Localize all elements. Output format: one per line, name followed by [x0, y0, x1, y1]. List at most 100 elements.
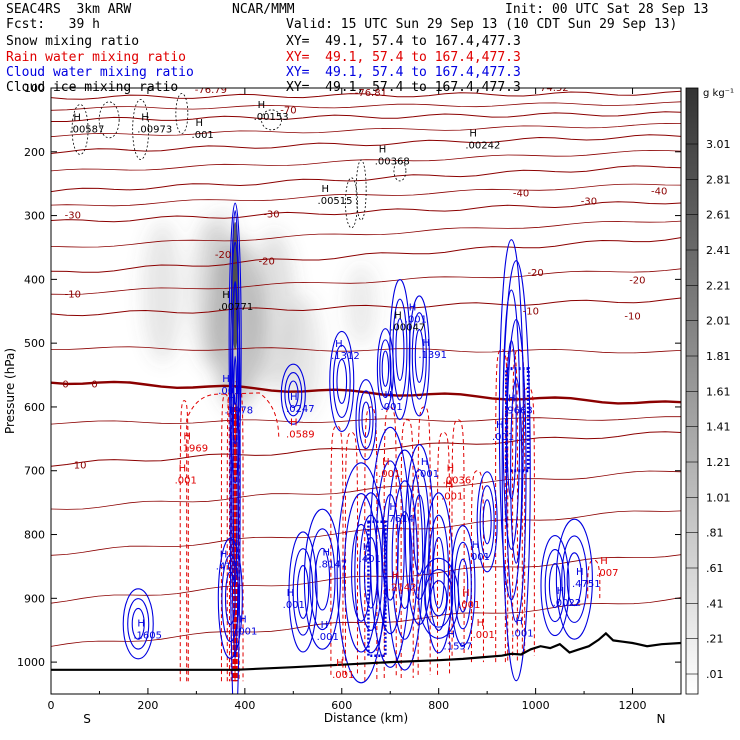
cloud-water-contour	[476, 471, 498, 573]
colorbar-label: .41	[706, 597, 724, 610]
maximum-label: .00771	[218, 302, 253, 313]
rain-contour	[179, 400, 189, 682]
cloud-water-contour	[418, 557, 460, 639]
maximum-label: .1605	[133, 631, 162, 642]
x-axis-label: Distance (km)	[324, 711, 408, 725]
cloud-water-contour	[453, 541, 472, 630]
maximum-label: .1312	[331, 351, 360, 362]
isotherm-line	[51, 380, 681, 405]
maximum-label: .001	[511, 629, 533, 640]
rain-contour	[220, 393, 231, 682]
maximum-marker: H	[287, 588, 295, 599]
colorbar-label: 2.41	[706, 244, 731, 257]
maximum-marker: H	[323, 548, 331, 559]
maximum-label: .8147	[319, 560, 348, 571]
cloud-water-contour	[358, 390, 374, 450]
rain-contour	[512, 349, 526, 656]
y-tick-label: 300	[24, 210, 45, 223]
colorbar-label: 1.61	[706, 385, 731, 398]
y-tick-label: 1000	[17, 656, 45, 669]
rain-contour	[587, 559, 601, 599]
plot-area: -76.79 -76.81 -74.52 -70 -40 -40 -30 -30 -30 -20 -…	[51, 88, 681, 694]
maximum-marker: H	[321, 620, 329, 631]
rain-contour	[364, 406, 378, 682]
cloud-water-contour	[540, 535, 570, 637]
maximum-label: .001	[235, 627, 257, 638]
colorbar: 3.01 2.81 2.61 2.41 2.21 2.01 1.81 1.61 1.41 1.21…	[685, 87, 734, 695]
x-tick-label: 1200	[619, 699, 647, 712]
maximum-marker: H	[389, 502, 397, 513]
maximum-label: .00153	[254, 112, 289, 123]
cloud-water-contour	[391, 480, 418, 640]
cloud-water-contour	[414, 328, 424, 383]
maximum-label: .0036	[443, 475, 472, 486]
maximum-label: .00368	[375, 157, 410, 168]
forecast-hour: Fcst: 39 h	[6, 17, 100, 32]
maximum-label: .7614	[385, 514, 414, 525]
cloud-water-contour	[231, 282, 240, 659]
isotherm-labels: -76.79 -76.81 -74.52 -70 -40 -40 -30 -30 -30 -20 -…	[62, 88, 667, 472]
south-label: S	[83, 712, 91, 726]
isotherm-label: -20	[215, 250, 231, 261]
rain-contour	[436, 431, 451, 675]
maximum-label: .001	[332, 670, 354, 681]
cloud-water-contour	[397, 511, 413, 609]
maximum-label: .001	[492, 432, 514, 443]
cloud-water-core	[367, 520, 387, 657]
cloud-water-contour	[386, 449, 424, 671]
maximum-marker: H	[290, 392, 298, 403]
x-tick-label: 1000	[522, 699, 550, 712]
isotherm-label: -40	[651, 186, 667, 197]
maximum-label: .1978	[224, 405, 253, 416]
cloud-water-contour	[501, 260, 531, 682]
colorbar-label: .81	[706, 527, 724, 540]
maximum-marker: H	[335, 339, 343, 350]
y-tick-label: 200	[24, 146, 45, 159]
rain-contour	[344, 431, 359, 675]
isotherm-label: -76.81	[355, 88, 387, 99]
cloud-ice-contour	[355, 159, 367, 221]
maximum-label: .001	[317, 632, 339, 643]
cloud-water-contour	[343, 493, 379, 653]
cloud-water-contour	[217, 537, 243, 659]
maximum-label: .00515	[318, 196, 353, 207]
cloud-water-contour	[229, 210, 241, 694]
maximum-marker: H	[472, 540, 480, 551]
snow-blob	[142, 222, 183, 363]
cloud-water-core	[505, 367, 530, 473]
cloud-water-contour	[395, 318, 405, 381]
snow-blob	[285, 295, 321, 416]
maximum-label: .00587	[69, 125, 104, 136]
maximum-label: .001	[218, 386, 240, 397]
colorbar-unit: g kg⁻¹	[703, 88, 734, 99]
isotherm-label: -40	[513, 188, 529, 199]
isotherm-line	[51, 90, 681, 100]
cloud-water-contour	[296, 564, 310, 619]
cloud-water-contour	[361, 401, 371, 438]
colorbar-label: 1.41	[706, 421, 731, 434]
cloud-water-contour	[379, 339, 392, 399]
maximum-label: .007	[596, 568, 618, 579]
maximum-marker: H	[196, 118, 204, 129]
maximum-label: .001	[283, 600, 305, 611]
x-axis: 0 200 400 600 800 1000 1200	[48, 88, 647, 712]
valid-time: Valid: 15 UTC Sun 29 Sep 13 (10 CDT Sun …	[286, 17, 678, 32]
maximum-marker: H	[382, 457, 390, 468]
cloud-water-contour	[376, 328, 394, 410]
maximum-marker: H	[137, 619, 145, 630]
isotherm-label: -20	[629, 276, 645, 287]
north-label: N	[657, 712, 666, 726]
isotherm-label: -30	[581, 197, 597, 208]
maximum-label: .00047	[390, 322, 425, 333]
maximum-marker: H	[477, 618, 485, 629]
cloud-water-contour	[284, 372, 303, 417]
maximum-marker: H	[322, 184, 330, 195]
maximum-label: .413	[216, 562, 238, 573]
field-xy-cloud-water: XY= 49.1, 57.4 to 167.4,477.3	[286, 65, 521, 80]
cloud-water-contour	[413, 494, 426, 575]
model-title: SEAC4RS 3km ARW	[6, 2, 132, 17]
isotherm-line	[51, 122, 681, 138]
organization-label: NCAR/MMM	[232, 2, 295, 17]
maximum-label: .001	[458, 600, 480, 611]
